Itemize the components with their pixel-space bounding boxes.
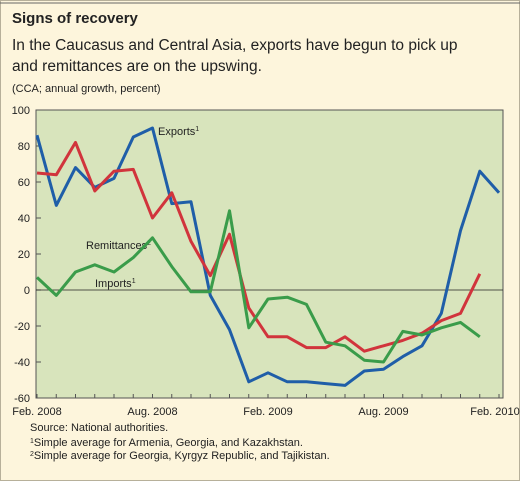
y-tick-label: 100 bbox=[12, 105, 30, 117]
x-tick-label: Feb. 2008 bbox=[12, 406, 62, 418]
footnote: 2Simple average for Georgia, Kyrgyz Repu… bbox=[30, 450, 330, 462]
footnote-text: Simple average for Armenia, Georgia, and… bbox=[34, 437, 303, 449]
y-tick-label: 60 bbox=[18, 177, 30, 189]
series-line bbox=[35, 209, 481, 364]
y-tick-label: -60 bbox=[14, 393, 30, 405]
y-tick-label: -20 bbox=[14, 321, 30, 333]
y-tick-label: 20 bbox=[18, 249, 30, 261]
footnote-mark: 1 bbox=[30, 438, 34, 445]
footnote-mark: 2 bbox=[30, 451, 34, 458]
x-tick-label: Feb. 2009 bbox=[243, 406, 293, 418]
x-tick-label: Aug. 2008 bbox=[127, 406, 177, 418]
series-name: Exports bbox=[158, 126, 196, 138]
series-name: Imports bbox=[95, 278, 132, 290]
x-tick-label: Feb. 2010 bbox=[470, 406, 520, 418]
series-label: Remittances2 bbox=[86, 240, 151, 252]
y-tick-label: 80 bbox=[18, 141, 30, 153]
y-tick-label: 0 bbox=[24, 285, 30, 297]
unit-note: (CCA; annual growth, percent) bbox=[12, 83, 161, 95]
series-line bbox=[35, 126, 501, 387]
footnote-mark: 1 bbox=[195, 126, 199, 133]
subtitle: In the Caucasus and Central Asia, export… bbox=[12, 37, 457, 54]
series-label: Exports1 bbox=[158, 126, 199, 138]
footnote: 1Simple average for Armenia, Georgia, an… bbox=[30, 437, 303, 449]
chart-title: Signs of recovery bbox=[12, 10, 139, 27]
series-label: Imports1 bbox=[95, 278, 136, 290]
footnote-mark: 2 bbox=[147, 240, 151, 247]
plot-area bbox=[35, 109, 504, 399]
series-name: Remittances bbox=[86, 240, 148, 252]
y-tick-label: 40 bbox=[18, 213, 30, 225]
footnote-text: Simple average for Georgia, Kyrgyz Repub… bbox=[34, 450, 330, 462]
source: Source: National authorities. bbox=[30, 422, 168, 434]
subtitle: and remittances are on the upswing. bbox=[12, 58, 262, 75]
footnote-mark: 1 bbox=[132, 278, 136, 285]
series-line bbox=[36, 140, 482, 353]
y-tick-label: -40 bbox=[14, 357, 30, 369]
x-tick-label: Aug. 2009 bbox=[358, 406, 408, 418]
